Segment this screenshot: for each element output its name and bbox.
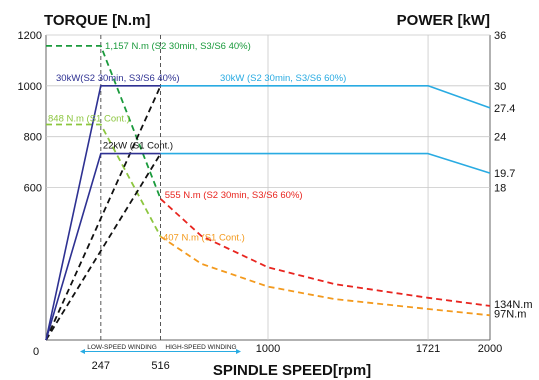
winding-indicator: LOW-SPEED WINDING HIGH-SPEED WINDING [80,344,241,354]
power-tick-label: 18 [494,183,506,195]
x-tick-label: 2000 [478,343,502,355]
torque-s1-annotation: 848 N.m (S1 Cont.) [48,113,130,124]
power-curve-8 [160,85,491,109]
power-curve-5 [45,153,162,341]
x-tick-label: 516 [151,360,169,372]
power-curve-7 [45,152,161,341]
series-group [45,45,491,341]
torque-tick-label: 1000 [18,81,42,93]
power-tick-label: 24 [494,132,506,144]
torque-tick-label: 800 [24,132,42,144]
torque-tick-label: 1200 [18,30,42,42]
power-curve-9 [160,152,491,174]
power-tick-label: 27.4 [494,103,515,115]
annotations: 1,157 N.m (S2 30min, S3/S6 40%) 848 N.m (… [48,41,346,244]
low-speed-winding-label: LOW-SPEED WINDING [87,344,157,351]
x-tick-label: 1000 [256,343,280,355]
torque-tick-label: 600 [24,183,42,195]
x-tick-label: 1721 [416,343,440,355]
x-tick-label: 247 [92,360,110,372]
power-tick-label: 19.7 [494,168,515,180]
x-tick-label: 0 [33,346,39,358]
torque-high-s2-annotation: 555 N.m (S2 30min, S3/S6 60%) [165,190,303,201]
power-curve-6 [45,85,161,341]
power-tick-label: 30 [494,81,506,93]
power-curve-4 [45,85,162,341]
power-tick-label: 36 [494,30,506,42]
power-axis-title: POWER [kW] [397,12,490,29]
torque-curve-0 [46,45,162,200]
tick-labels: 1200 1000 800 600 36 30 27.4 24 19.7 18 134N.m97N.… [18,30,533,372]
torque-end-label: 134N.m [494,299,533,311]
torque-curve-3 [160,235,491,317]
power-low-annotation: 30kW(S2 30min, S3/S6 40%) [56,73,180,84]
power-cont-annotation: 22kW (S1 Cont.) [103,141,173,152]
torque-s2-annotation: 1,157 N.m (S2 30min, S3/S6 40%) [105,41,251,52]
torque-axis-title: TORQUE [N.m] [44,12,150,29]
torque-curve-1 [46,123,162,238]
torque-high-s1-annotation: 407 N.m (S1 Cont.) [163,233,245,244]
power-high-annotation: 30kW (S2 30min, S3/S6 60%) [220,73,346,84]
torque-curve-2 [159,198,491,307]
torque-end-label: 97N.m [494,308,526,320]
x-axis-title: SPINDLE SPEED[rpm] [213,362,371,379]
high-speed-winding-label: HIGH-SPEED WINDING [165,344,236,351]
